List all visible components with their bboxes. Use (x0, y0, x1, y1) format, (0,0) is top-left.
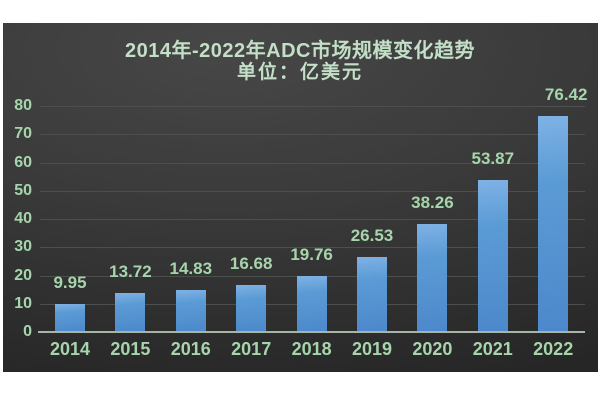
bar-value-label: 76.42 (544, 85, 588, 105)
x-axis-tick-label: 2019 (351, 339, 393, 359)
bar (236, 284, 267, 332)
x-axis-tick-label: 2016 (170, 339, 211, 359)
y-axis-tick-label: 50 (14, 182, 32, 199)
bar-value-label: 26.53 (350, 226, 394, 246)
bar-value-label: 19.76 (290, 245, 333, 265)
bar-value-label: 38.26 (411, 192, 454, 212)
bar-value-label: 53.87 (471, 148, 515, 168)
x-axis-tick-label: 2018 (291, 339, 332, 359)
bar (477, 179, 508, 332)
y-axis-tick-label: 80 (14, 97, 32, 114)
y-axis-tick-label: 70 (14, 125, 32, 142)
y-axis-tick-label: 60 (14, 154, 32, 171)
y-axis-tick-label: 10 (14, 295, 32, 312)
x-axis-tick-label: 2014 (49, 339, 91, 359)
x-axis-tick-label: 2017 (231, 339, 272, 359)
bar (538, 116, 569, 332)
bar-value-label: 13.72 (109, 262, 152, 282)
y-axis-tick-label: 20 (14, 267, 32, 284)
chart-subtitle: 单位：亿美元 (236, 62, 363, 83)
y-axis-tick-label: 0 (23, 323, 32, 340)
bar-value-label: 9.95 (53, 272, 87, 292)
y-axis-tick-label: 30 (14, 238, 32, 255)
bar (55, 303, 85, 332)
bar (175, 290, 206, 332)
gridline (40, 219, 585, 220)
gridline (40, 134, 585, 135)
y-axis-tick-label: 40 (14, 210, 32, 227)
bar (417, 223, 448, 332)
x-axis-tick-label: 2020 (412, 339, 453, 359)
gridline (40, 106, 585, 107)
x-axis-tick-label: 2021 (472, 339, 513, 359)
bar-value-label: 14.83 (169, 259, 213, 279)
x-axis-tick-label: 2015 (110, 339, 151, 359)
chart-title: 2014年-2022年ADC市场规模变化趋势 (125, 40, 475, 62)
gridline (40, 247, 585, 248)
x-axis-tick-label: 2022 (533, 339, 574, 359)
bar (296, 276, 327, 332)
bar-value-label: 16.68 (229, 253, 273, 273)
gridline (40, 191, 585, 192)
bar (357, 257, 387, 332)
bar (115, 293, 146, 332)
x-axis-line (38, 331, 585, 333)
gridline (40, 163, 585, 164)
